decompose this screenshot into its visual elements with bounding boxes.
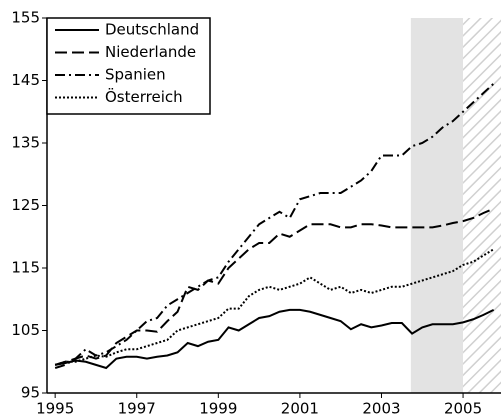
legend-box (46, 17, 211, 115)
legend-label: Deutschland (105, 21, 199, 39)
series-line (54, 308, 495, 370)
series-line (54, 207, 495, 366)
y-tick-label: 95 (21, 384, 40, 402)
y-tick-label: 125 (11, 196, 40, 214)
y-tick-label: 105 (11, 321, 40, 339)
series-line (54, 248, 495, 366)
legend-label: Niederlande (105, 43, 196, 61)
legend-label: Spanien (105, 66, 166, 84)
x-tick-label: 1997 (118, 400, 156, 418)
hatched-band (463, 18, 501, 393)
x-tick-label: 1999 (199, 400, 237, 418)
x-tick-label: 2003 (362, 400, 400, 418)
forecast-band (410, 18, 464, 393)
series-line (54, 82, 495, 369)
y-tick-label: 155 (11, 9, 40, 27)
legend-label: Österreich (105, 87, 183, 106)
y-tick-label: 145 (11, 71, 40, 89)
x-tick-label: 1995 (36, 400, 74, 418)
x-tick-label: 2001 (281, 400, 319, 418)
x-tick-label: 2005 (444, 400, 482, 418)
y-tick-label: 135 (11, 134, 40, 152)
y-tick-label: 115 (11, 259, 40, 277)
